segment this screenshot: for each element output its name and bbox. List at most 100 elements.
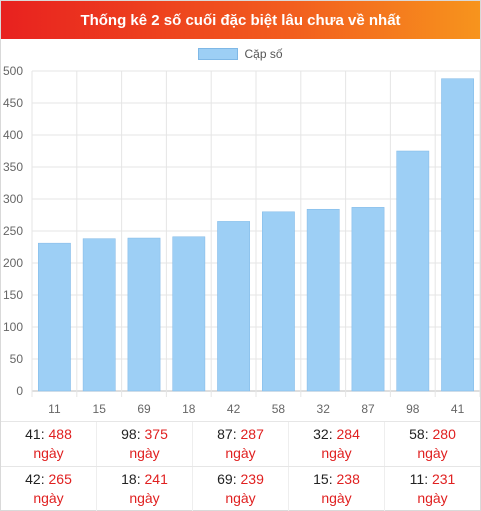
stat-cell: 98: 375 ngày (96, 422, 192, 466)
stat-separator: : (40, 426, 49, 442)
stat-unit: ngày (33, 490, 64, 506)
stat-separator: : (40, 471, 49, 487)
y-tick-label: 100 (3, 320, 23, 334)
stat-separator: : (136, 426, 145, 442)
stat-unit: ngày (321, 445, 352, 461)
bar (262, 211, 295, 392)
stat-days: 231 (431, 471, 456, 487)
y-tick-label: 300 (3, 192, 23, 206)
stat-days: 287 (240, 426, 264, 442)
bar (82, 238, 116, 392)
stats-table: 41: 488 ngày 98: 375 ngày 87: 287 ngày 32: 284… (1, 421, 480, 511)
bar (217, 221, 250, 392)
stat-cell: 69: 239 ngày (192, 467, 288, 511)
x-tick-label: 18 (182, 402, 196, 416)
stat-cell: 18: 241 ngày (96, 467, 192, 511)
stat-unit: ngày (321, 490, 352, 506)
stat-number: 18 (121, 471, 137, 487)
stat-number: 15 (313, 471, 329, 487)
x-tick-label: 98 (406, 402, 420, 416)
stat-cell: 15: 238 ngày (288, 467, 384, 511)
stat-line: 69: 239 (217, 470, 264, 489)
y-tick-label: 400 (3, 128, 23, 142)
y-tick-label: 350 (3, 160, 23, 174)
stat-unit: ngày (417, 490, 448, 506)
stat-line: 32: 284 (313, 425, 360, 444)
stat-separator: : (328, 471, 337, 487)
x-tick-label: 11 (48, 402, 61, 416)
y-tick-label: 0 (16, 384, 23, 398)
stat-days: 265 (48, 471, 72, 487)
x-tick-label: 87 (361, 402, 375, 416)
stat-cell: 58: 280 ngày (384, 422, 480, 466)
bar (38, 242, 71, 392)
stat-days: 280 (432, 426, 456, 442)
chart-legend[interactable]: Cặp số (1, 47, 480, 61)
stat-days: 284 (336, 426, 360, 442)
stat-line: 41: 488 (25, 425, 72, 444)
table-row: 42: 265 ngày 18: 241 ngày 69: 239 ngày 15: 238… (1, 466, 480, 511)
y-tick-label: 50 (10, 352, 24, 366)
stat-cell: 32: 284 ngày (288, 422, 384, 466)
table-row: 41: 488 ngày 98: 375 ngày 87: 287 ngày 32: 284… (1, 421, 480, 466)
stat-days: 241 (144, 471, 168, 487)
x-tick-label: 69 (137, 402, 151, 416)
stat-number: 69 (217, 471, 233, 487)
y-tick-label: 500 (3, 64, 23, 78)
stat-days: 239 (240, 471, 264, 487)
x-tick-label: 41 (451, 402, 465, 416)
bar-chart: 0 50 100 150 200 250 300 350 400 450 500 11 15 69 18 42… (3, 64, 480, 416)
stat-unit: ngày (33, 445, 64, 461)
stat-separator: : (232, 426, 241, 442)
stat-line: 15: 238 (313, 470, 360, 489)
stat-unit: ngày (129, 490, 160, 506)
stat-number: 11 (409, 471, 425, 487)
stat-line: 87: 287 (217, 425, 264, 444)
bar (396, 150, 430, 392)
bar (306, 208, 340, 392)
stat-days: 238 (336, 471, 360, 487)
x-tick-label: 42 (227, 402, 241, 416)
y-tick-label: 200 (3, 256, 23, 270)
stat-line: 42: 265 (25, 470, 72, 489)
stat-number: 58 (409, 426, 425, 442)
x-tick-label: 58 (272, 402, 286, 416)
stat-unit: ngày (225, 445, 256, 461)
stat-number: 42 (25, 471, 41, 487)
stat-separator: : (424, 471, 432, 487)
y-tick-label: 150 (3, 288, 23, 302)
stat-number: 32 (313, 426, 329, 442)
stat-unit: ngày (225, 490, 256, 506)
stat-number: 87 (217, 426, 233, 442)
bar (172, 236, 206, 392)
stat-separator: : (136, 471, 145, 487)
stat-number: 41 (25, 426, 41, 442)
stat-line: 11: 231 (410, 470, 456, 489)
stat-unit: ngày (129, 445, 160, 461)
legend-label: Cặp số (244, 47, 283, 61)
widget-title: Thống kê 2 số cuối đặc biệt lâu chưa về … (1, 1, 480, 39)
stat-days: 488 (48, 426, 72, 442)
stat-separator: : (424, 426, 433, 442)
stat-cell: 11: 231 ngày (384, 467, 480, 511)
bar (441, 78, 474, 392)
stat-separator: : (232, 471, 241, 487)
bar (127, 237, 161, 392)
stat-number: 98 (121, 426, 137, 442)
bar (351, 207, 385, 392)
legend-swatch (198, 48, 239, 60)
stat-line: 58: 280 (409, 425, 456, 444)
stat-separator: : (328, 426, 337, 442)
stat-days: 375 (144, 426, 168, 442)
y-tick-label: 250 (3, 224, 23, 238)
y-tick-label: 450 (3, 96, 23, 110)
x-tick-label: 15 (93, 402, 107, 416)
x-tick-label: 32 (317, 402, 331, 416)
stat-line: 98: 375 (121, 425, 168, 444)
stat-cell: 42: 265 ngày (1, 467, 96, 511)
stat-unit: ngày (417, 445, 448, 461)
stat-cell: 87: 287 ngày (192, 422, 288, 466)
stat-line: 18: 241 (121, 470, 168, 489)
stat-cell: 41: 488 ngày (1, 422, 96, 466)
